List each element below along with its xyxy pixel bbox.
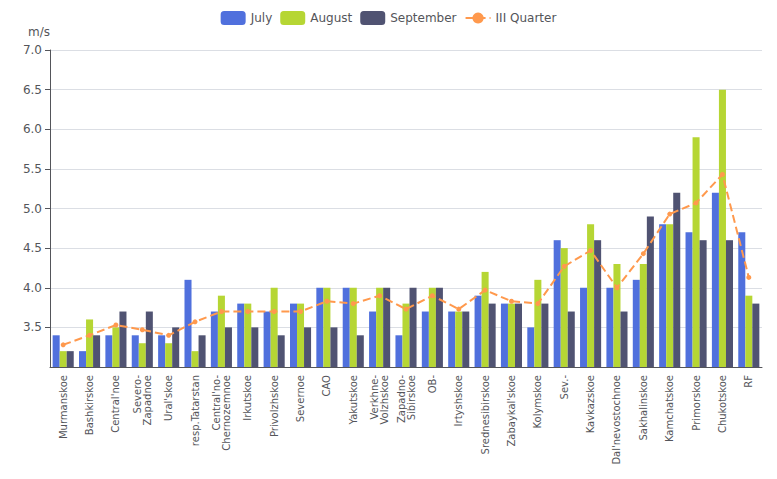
svg-text:Chernozemnoe: Chernozemnoe [221, 375, 232, 451]
svg-text:4.5: 4.5 [23, 241, 42, 255]
svg-text:3.5: 3.5 [23, 320, 42, 334]
svg-text:III Quarter: III Quarter [496, 11, 557, 25]
svg-text:RF: RF [743, 375, 754, 388]
svg-text:Kavkazskoe: Kavkazskoe [585, 375, 596, 433]
svg-text:6.5: 6.5 [23, 83, 42, 97]
svg-text:September: September [390, 11, 456, 25]
svg-text:Sev.-: Sev.- [559, 375, 570, 400]
svg-text:Privolzhskoe: Privolzhskoe [269, 375, 280, 437]
svg-text:Irtyshskoe: Irtyshskoe [453, 375, 464, 426]
svg-text:Primorskoe: Primorskoe [691, 375, 702, 431]
svg-text:Yakutskoe: Yakutskoe [348, 375, 359, 426]
svg-text:5.5: 5.5 [23, 162, 42, 176]
svg-text:Kolymskoe: Kolymskoe [532, 375, 543, 429]
svg-text:6.0: 6.0 [23, 122, 42, 136]
svg-text:Severnoe: Severnoe [295, 375, 306, 422]
svg-text:Central'no-: Central'no- [210, 375, 222, 431]
svg-text:Zapadnoe: Zapadnoe [142, 375, 153, 425]
svg-text:7.0: 7.0 [23, 43, 42, 57]
svg-text:Dal'nevostochnoe: Dal'nevostochnoe [611, 375, 622, 465]
svg-text:Zapadno-: Zapadno- [395, 375, 407, 424]
svg-text:Srednesibirskoe: Srednesibirskoe [480, 375, 491, 454]
svg-text:CAO: CAO [321, 375, 332, 397]
svg-text:Sakhalinskoe: Sakhalinskoe [638, 375, 649, 441]
svg-text:Severo-: Severo- [131, 375, 143, 414]
svg-text:OB-: OB- [427, 375, 438, 394]
svg-text:July: July [250, 11, 273, 25]
svg-text:Irkutskoe: Irkutskoe [242, 375, 253, 421]
svg-text:Volzhskoe: Volzhskoe [379, 375, 390, 424]
svg-text:August: August [310, 11, 352, 25]
svg-text:Chukotskoe: Chukotskoe [717, 375, 728, 433]
svg-text:Murmanskoe: Murmanskoe [58, 375, 69, 439]
svg-text:5.0: 5.0 [23, 202, 42, 216]
svg-text:resp.Tatarstan: resp.Tatarstan [190, 375, 201, 446]
svg-text:Verkhne-: Verkhne- [369, 375, 381, 420]
svg-text:Kamchatskoe: Kamchatskoe [664, 375, 675, 442]
svg-text:Bashkirskoe: Bashkirskoe [84, 375, 95, 435]
svg-text:m/s: m/s [28, 25, 50, 39]
svg-text:Ural'skoe: Ural'skoe [163, 375, 174, 421]
svg-text:Central'noe: Central'noe [110, 375, 121, 433]
svg-text:4.0: 4.0 [23, 281, 42, 295]
svg-text:Sibirskoe: Sibirskoe [406, 375, 417, 420]
svg-text:Zabaykal'skoe: Zabaykal'skoe [506, 375, 517, 447]
